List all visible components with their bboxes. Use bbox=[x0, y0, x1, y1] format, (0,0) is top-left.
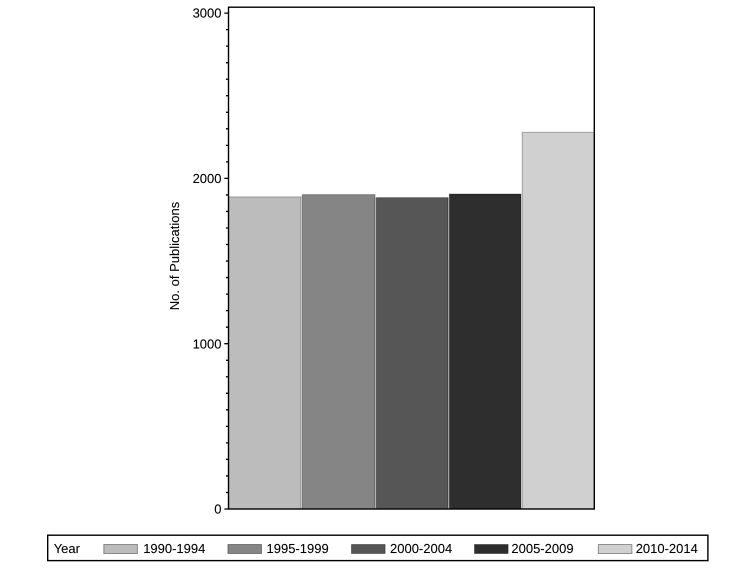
svg-text:No. of Publications: No. of Publications bbox=[167, 201, 182, 310]
svg-text:3000: 3000 bbox=[193, 6, 222, 21]
svg-text:Year: Year bbox=[54, 541, 81, 556]
svg-text:1995-1999: 1995-1999 bbox=[267, 541, 329, 556]
svg-text:2005-2009: 2005-2009 bbox=[511, 541, 573, 556]
svg-text:1990-1994: 1990-1994 bbox=[143, 541, 205, 556]
svg-text:2000-2004: 2000-2004 bbox=[390, 541, 452, 556]
svg-text:1000: 1000 bbox=[193, 336, 222, 351]
svg-text:0: 0 bbox=[214, 502, 221, 517]
svg-text:2010-2014: 2010-2014 bbox=[636, 541, 698, 556]
svg-text:2000: 2000 bbox=[193, 171, 222, 186]
